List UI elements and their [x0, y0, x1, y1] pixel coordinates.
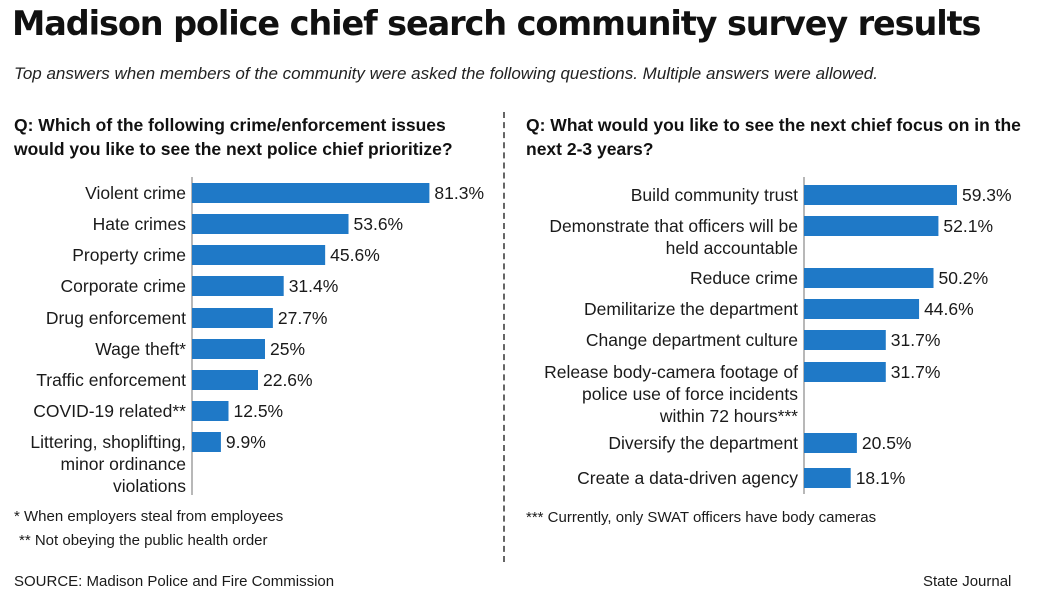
right-category-label-demonstrate-that-officers-will-be-held-accountable: Demonstrate that officers will be held ac… — [549, 216, 798, 258]
right-bar-create-a-data-driven-agency — [804, 468, 851, 488]
left-bar-property-crime — [192, 245, 326, 265]
right-category-label-release-body-camera-footage-of-police-use-of-force-incidents-within-72-hours: Release body-camera footage of police use… — [544, 362, 798, 426]
left-value-label-violent-crime: 81.3% — [434, 183, 484, 203]
left-value-label-littering-shoplifting-minor-ordinance-violations: 9.9% — [226, 432, 266, 452]
left-value-label-traffic-enforcement: 22.6% — [263, 370, 313, 390]
right-bar-release-body-camera-footage-of-police-use-of-force-incidents-within-72-hours — [804, 362, 886, 382]
left-value-label-wage-theft: 25% — [270, 339, 305, 359]
left-bar-corporate-crime — [192, 276, 284, 296]
left-chart-question: Q: Which of the following crime/enforcem… — [14, 115, 453, 159]
left-bar-littering-shoplifting-minor-ordinance-violations — [192, 432, 221, 452]
left-category-label-littering-shoplifting-minor-ordinance-violations: Littering, shoplifting, minor ordinance vi… — [30, 432, 186, 496]
left-category-label-property-crime: Property crime — [72, 245, 186, 265]
left-category-label-traffic-enforcement: Traffic enforcement — [36, 370, 186, 390]
left-category-label-wage-theft: Wage theft* — [95, 339, 186, 359]
page-title: Madison police chief search community su… — [12, 4, 982, 43]
right-category-label-diversify-the-department: Diversify the department — [608, 433, 798, 453]
left-bar-traffic-enforcement — [192, 370, 258, 390]
right-bar-build-community-trust — [804, 185, 957, 205]
right-bar-change-department-culture — [804, 330, 886, 350]
right-value-label-demilitarize-the-department: 44.6% — [924, 299, 974, 319]
right-value-label-build-community-trust: 59.3% — [962, 185, 1012, 205]
footnote-covid: ** Not obeying the public health order — [19, 532, 268, 549]
right-value-label-change-department-culture: 31.7% — [891, 330, 941, 350]
right-value-label-demonstrate-that-officers-will-be-held-accountable: 52.1% — [943, 216, 993, 236]
footnote-body-cameras: *** Currently, only SWAT officers have b… — [526, 509, 877, 526]
left-category-label-covid-19-related: COVID-19 related** — [33, 401, 186, 421]
left-category-label-hate-crimes: Hate crimes — [93, 214, 187, 234]
left-value-label-property-crime: 45.6% — [330, 245, 380, 265]
source-note: SOURCE: Madison Police and Fire Commissi… — [14, 573, 335, 590]
left-value-label-corporate-crime: 31.4% — [289, 276, 339, 296]
right-category-label-reduce-crime: Reduce crime — [690, 268, 798, 288]
right-value-label-diversify-the-department: 20.5% — [862, 433, 912, 453]
left-bar-chart: 81.3% Violent crime 53.6% Hate crimes 45.6% P… — [30, 177, 484, 496]
right-category-label-change-department-culture: Change department culture — [586, 330, 798, 350]
right-bar-diversify-the-department — [804, 433, 857, 453]
left-value-label-hate-crimes: 53.6% — [354, 214, 404, 234]
publisher-credit: State Journal — [923, 573, 1012, 590]
page-subtitle: Top answers when members of the communit… — [14, 64, 878, 83]
right-bar-demonstrate-that-officers-will-be-held-accountable — [804, 216, 939, 236]
left-bar-covid-19-related — [192, 401, 229, 421]
chart-divider — [503, 112, 505, 562]
right-bar-demilitarize-the-department — [804, 299, 920, 319]
right-chart-question: Q: What would you like to see the next c… — [526, 115, 1021, 159]
right-category-label-build-community-trust: Build community trust — [631, 185, 798, 205]
left-category-label-violent-crime: Violent crime — [85, 183, 186, 203]
left-bar-violent-crime — [192, 183, 430, 203]
right-category-label-create-a-data-driven-agency: Create a data-driven agency — [577, 468, 798, 488]
right-value-label-reduce-crime: 50.2% — [939, 268, 989, 288]
right-value-label-create-a-data-driven-agency: 18.1% — [856, 468, 906, 488]
left-value-label-covid-19-related: 12.5% — [234, 401, 284, 421]
right-category-label-demilitarize-the-department: Demilitarize the department — [584, 299, 798, 319]
left-bar-hate-crimes — [192, 214, 349, 234]
left-bar-drug-enforcement — [192, 308, 273, 328]
footnote-wage-theft: * When employers steal from employees — [14, 508, 284, 525]
left-category-label-drug-enforcement: Drug enforcement — [46, 308, 186, 328]
right-value-label-release-body-camera-footage-of-police-use-of-force-incidents-within-72-hours: 31.7% — [891, 362, 941, 382]
left-bar-wage-theft — [192, 339, 265, 359]
right-bar-reduce-crime — [804, 268, 934, 288]
left-value-label-drug-enforcement: 27.7% — [278, 308, 328, 328]
right-bar-chart: 59.3% Build community trust 52.1% Demonstra… — [544, 177, 1012, 494]
left-category-label-corporate-crime: Corporate crime — [61, 276, 186, 296]
